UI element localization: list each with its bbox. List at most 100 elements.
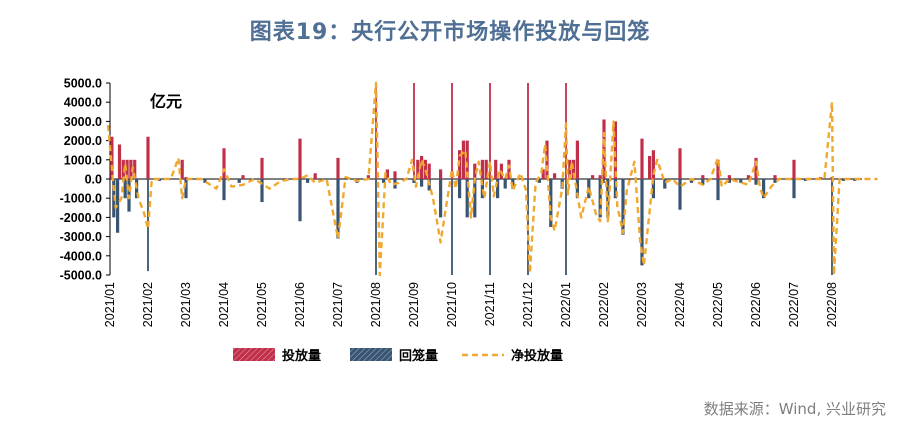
bar-withdraw (549, 179, 553, 227)
bar-inject (133, 159, 137, 179)
bar-inject (716, 159, 720, 179)
legend-label-withdraw: 回笼量 (399, 348, 438, 364)
y-tick-label: -3000.0 (60, 230, 102, 244)
y-tick-label: -1000.0 (60, 192, 102, 206)
bar-inject (465, 140, 469, 179)
bar-inject (451, 83, 453, 179)
x-tick-label: 2022/05 (711, 282, 725, 327)
bar-inject (222, 148, 226, 179)
bar-withdraw (762, 179, 766, 199)
bar-withdraw (306, 179, 310, 183)
bar-withdraw (135, 179, 139, 199)
bar-withdraw (439, 179, 443, 218)
bar-withdraw (496, 179, 500, 199)
bar-withdraw (739, 179, 743, 183)
bar-inject (640, 138, 644, 179)
bar-withdraw (841, 179, 845, 181)
bar-inject (366, 175, 370, 179)
bar-inject (541, 169, 545, 179)
x-tick-label: 2022/01 (559, 282, 573, 327)
bar-withdraw (382, 179, 386, 183)
bar-withdraw (184, 179, 188, 199)
bar-inject (385, 169, 389, 179)
bar-withdraw (803, 179, 807, 181)
series-inject-bars (110, 83, 834, 179)
y-tick-label: 5000.0 (64, 77, 102, 91)
chart-title: 图表19：央行公开市场操作投放与回笼 (249, 20, 651, 45)
bar-inject (121, 159, 125, 179)
x-tick-label: 2021/01 (103, 282, 117, 327)
bar-withdraw (451, 179, 453, 275)
bar-inject (701, 175, 705, 179)
x-tick-label: 2021/07 (331, 282, 345, 327)
bar-withdraw (792, 179, 796, 199)
bar-withdraw (701, 179, 705, 185)
y-tick-label: 2000.0 (64, 134, 102, 148)
bar-inject (241, 175, 245, 179)
x-tick-label: 2021/06 (293, 282, 307, 327)
bar-inject (439, 169, 443, 179)
x-tick-label: 2022/04 (673, 282, 687, 327)
bar-withdraw (640, 179, 644, 266)
bar-withdraw (606, 179, 610, 218)
bar-withdraw (473, 179, 477, 218)
bar-withdraw (420, 179, 424, 187)
bar-inject (613, 121, 617, 179)
bar-inject (754, 157, 758, 179)
bar-inject (125, 159, 129, 179)
series-net-line-group (106, 81, 878, 277)
y-tick-label: 1000.0 (64, 153, 102, 167)
bar-inject (413, 83, 415, 179)
bar-inject (553, 173, 557, 179)
x-tick-label: 2021/10 (445, 282, 459, 327)
legend: 投放量 回笼量 净投放量 (233, 348, 563, 364)
bar-withdraw (678, 179, 682, 210)
bar-inject (313, 173, 317, 179)
y-unit-label: 亿元 (150, 92, 183, 111)
x-tick-label: 2021/05 (255, 282, 269, 327)
y-axis: 5000.0 4000.0 3000.0 2000.0 1000.0 0.0 -1000.0… (60, 77, 111, 283)
bar-withdraw (716, 179, 720, 201)
y-tick-label: 4000.0 (64, 96, 102, 110)
bar-inject (727, 175, 731, 179)
legend-swatch-withdraw (350, 348, 392, 361)
bar-withdraw (727, 179, 731, 183)
bar-inject (375, 83, 377, 179)
bar-inject (494, 159, 498, 179)
bar-withdraw (613, 179, 617, 199)
bar-inject (260, 157, 264, 179)
bar-inject (423, 159, 427, 179)
bar-withdraw (222, 179, 226, 201)
bar-inject (792, 159, 796, 179)
bar-inject (146, 136, 150, 179)
bar-inject (678, 148, 682, 179)
bar-inject (427, 163, 431, 179)
x-tick-label: 2021/09 (407, 282, 421, 327)
bar-withdraw (298, 179, 302, 222)
x-tick-label: 2021/02 (141, 282, 155, 327)
bar-inject (393, 171, 397, 179)
bar-inject (489, 83, 491, 179)
x-tick-label: 2021/03 (179, 282, 193, 327)
source-note: 数据来源：Wind, 兴业研究 (703, 400, 886, 418)
bar-withdraw (537, 179, 541, 183)
bar-withdraw (773, 179, 777, 183)
bar-withdraw (598, 179, 602, 218)
y-tick-label: 0.0 (85, 173, 102, 187)
bar-inject (336, 157, 340, 179)
bar-inject (117, 144, 122, 179)
x-tick-label: 2021/04 (217, 282, 231, 327)
bar-withdraw (754, 179, 758, 185)
bar-inject (651, 150, 655, 179)
y-tick-label: -2000.0 (60, 211, 102, 225)
net-line (106, 81, 878, 277)
bar-withdraw (203, 179, 207, 183)
bar-withdraw (465, 179, 469, 218)
x-tick-label: 2022/03 (635, 282, 649, 327)
bar-inject (591, 175, 595, 179)
legend-label-net: 净投放量 (511, 348, 563, 364)
bar-withdraw (565, 179, 567, 275)
y-tick-label: -5000.0 (60, 269, 102, 283)
bar-withdraw (260, 179, 264, 203)
